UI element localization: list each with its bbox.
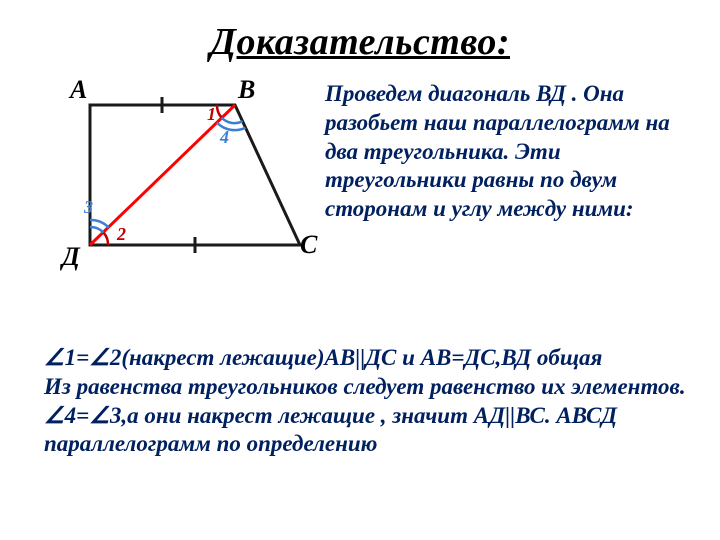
proof-text-bottom: ∠1=∠2(накрест лежащие)АВ||ДС и АВ=ДС,ВД … — [44, 344, 694, 459]
angle-3-arc1 — [90, 227, 104, 233]
diagram-svg — [40, 80, 320, 290]
vertex-b: В — [238, 75, 255, 105]
angle-2-label: 2 — [117, 224, 126, 245]
angle-1-arc — [217, 105, 222, 118]
diagonal-bd — [90, 105, 235, 245]
angle-2-arc — [104, 233, 109, 246]
angle-4-arc1 — [222, 118, 243, 124]
vertex-d: Д — [62, 242, 80, 272]
bottom-line1: ∠1=∠2(накрест лежащие)АВ||ДС и АВ=ДС,ВД … — [44, 345, 602, 370]
angle-1-label: 1 — [207, 104, 216, 125]
bottom-line2: Из равенства треугольников следует равен… — [44, 374, 686, 457]
page-title: Доказательство: — [0, 20, 720, 64]
angle-3-label: 3 — [84, 197, 93, 218]
angle-4-label: 4 — [220, 127, 229, 148]
vertex-c: С — [300, 230, 317, 260]
parallelogram-diagram: А В С Д 1 4 3 2 — [40, 80, 320, 290]
proof-text-right: Проведем диагональ ВД . Она разобьет наш… — [325, 80, 705, 224]
vertex-a: А — [70, 75, 87, 105]
